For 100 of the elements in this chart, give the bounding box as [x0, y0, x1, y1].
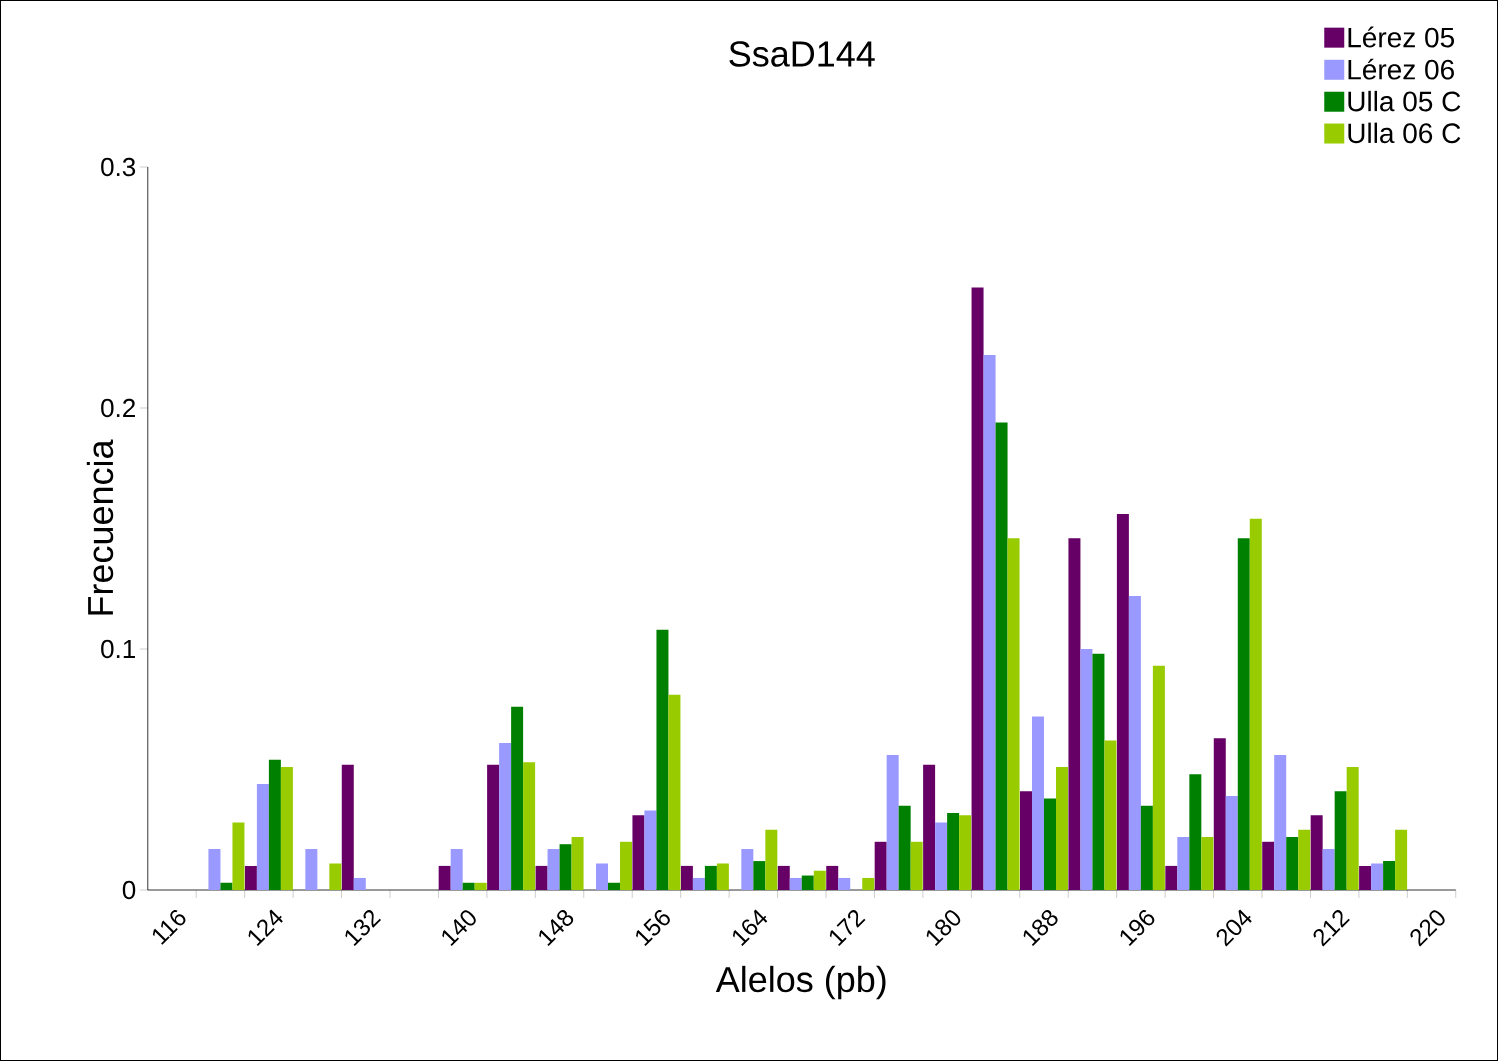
- bar: [947, 812, 960, 890]
- bar: [1371, 863, 1384, 890]
- bar: [1334, 791, 1347, 890]
- bar: [971, 287, 984, 890]
- bar: [1395, 829, 1408, 890]
- bar: [208, 849, 221, 890]
- x-tick-label: 212: [1313, 910, 1350, 947]
- bar: [462, 882, 475, 890]
- bar: [765, 829, 778, 890]
- y-tick-label: 0.3: [101, 157, 136, 177]
- bar: [268, 759, 281, 890]
- bar: [1092, 653, 1105, 890]
- bar: [571, 836, 584, 890]
- x-tick-label: 124: [248, 909, 283, 947]
- bar: [1346, 767, 1359, 890]
- bar: [680, 865, 693, 890]
- bar: [1201, 836, 1214, 890]
- bar: [438, 865, 451, 890]
- x-tick-label: 132: [345, 910, 382, 947]
- bar: [1165, 865, 1178, 890]
- bar: [620, 841, 632, 890]
- y-tick-label: 0.2: [101, 398, 135, 418]
- bar: [874, 841, 887, 890]
- x-tick-label: 180: [926, 910, 961, 947]
- legend-label: Ulla 06 C: [1348, 122, 1461, 144]
- bar: [220, 882, 233, 890]
- bar: [910, 841, 923, 890]
- bar: [1056, 767, 1068, 890]
- bar: [499, 742, 512, 890]
- bar: [1189, 774, 1202, 890]
- bar: [789, 877, 802, 890]
- bar: [1237, 538, 1250, 890]
- bar: [353, 877, 366, 890]
- bar: [1116, 514, 1129, 890]
- bar: [1274, 755, 1287, 890]
- bar: [1359, 865, 1372, 890]
- bar: [716, 863, 729, 890]
- bar: [523, 762, 536, 890]
- bar: [1140, 805, 1153, 890]
- bar: [777, 865, 790, 890]
- bar: [1213, 738, 1226, 890]
- bar: [1383, 861, 1396, 890]
- y-tick-label: 0: [122, 880, 136, 900]
- bar: [511, 706, 524, 890]
- bar: [1068, 538, 1081, 890]
- bar: [668, 694, 681, 890]
- bar: [487, 764, 500, 890]
- bar: [1286, 836, 1299, 890]
- bar: [1044, 798, 1056, 890]
- bar: [813, 870, 826, 890]
- bar: [535, 865, 548, 890]
- bar: [1310, 815, 1323, 890]
- bar: [244, 865, 257, 890]
- bar: [741, 849, 754, 890]
- bar: [1322, 849, 1335, 890]
- bar: [341, 764, 354, 890]
- bar: [450, 849, 463, 890]
- y-axis-title: Frecuencia: [86, 439, 114, 615]
- bar: [1262, 841, 1275, 890]
- bar: [1032, 716, 1044, 890]
- bar: [256, 783, 269, 890]
- bar: [232, 822, 245, 890]
- bar: [995, 422, 1008, 890]
- bar: [1249, 518, 1262, 890]
- x-tick-label: 220: [1410, 910, 1445, 947]
- bar: [280, 767, 293, 890]
- x-tick-label: 140: [442, 910, 476, 947]
- bar: [656, 629, 669, 890]
- bar: [753, 861, 766, 890]
- x-tick-label: 172: [829, 910, 866, 947]
- x-axis-title: Alelos (pb): [715, 965, 886, 1000]
- bar: [632, 815, 645, 890]
- bar: [1128, 595, 1141, 890]
- bar: [704, 865, 717, 890]
- bar: [935, 822, 948, 890]
- bar: [1104, 740, 1117, 890]
- bar: [547, 849, 560, 890]
- bar: [826, 865, 839, 890]
- bar: [1007, 538, 1020, 890]
- bar: [1225, 796, 1238, 890]
- bar: [559, 844, 572, 890]
- bar: [1020, 791, 1032, 890]
- bar: [329, 863, 342, 890]
- x-tick-label: 204: [1216, 909, 1252, 947]
- x-tick-label: 164: [732, 909, 768, 947]
- x-tick-label: 116: [152, 910, 186, 945]
- x-tick-label: 148: [539, 910, 574, 947]
- x-tick-label: 188: [1023, 910, 1058, 947]
- bar: [1298, 829, 1311, 890]
- bar: [1080, 649, 1093, 890]
- bar: [1152, 665, 1165, 890]
- bar: [692, 877, 705, 890]
- bar: [474, 882, 487, 890]
- bar: [838, 877, 851, 890]
- bar: [923, 764, 936, 890]
- bar: [608, 882, 620, 890]
- bar: [886, 755, 899, 890]
- bar: [305, 849, 318, 890]
- x-tick-label: 196: [1120, 910, 1155, 947]
- y-tick-label: 0.1: [101, 639, 135, 659]
